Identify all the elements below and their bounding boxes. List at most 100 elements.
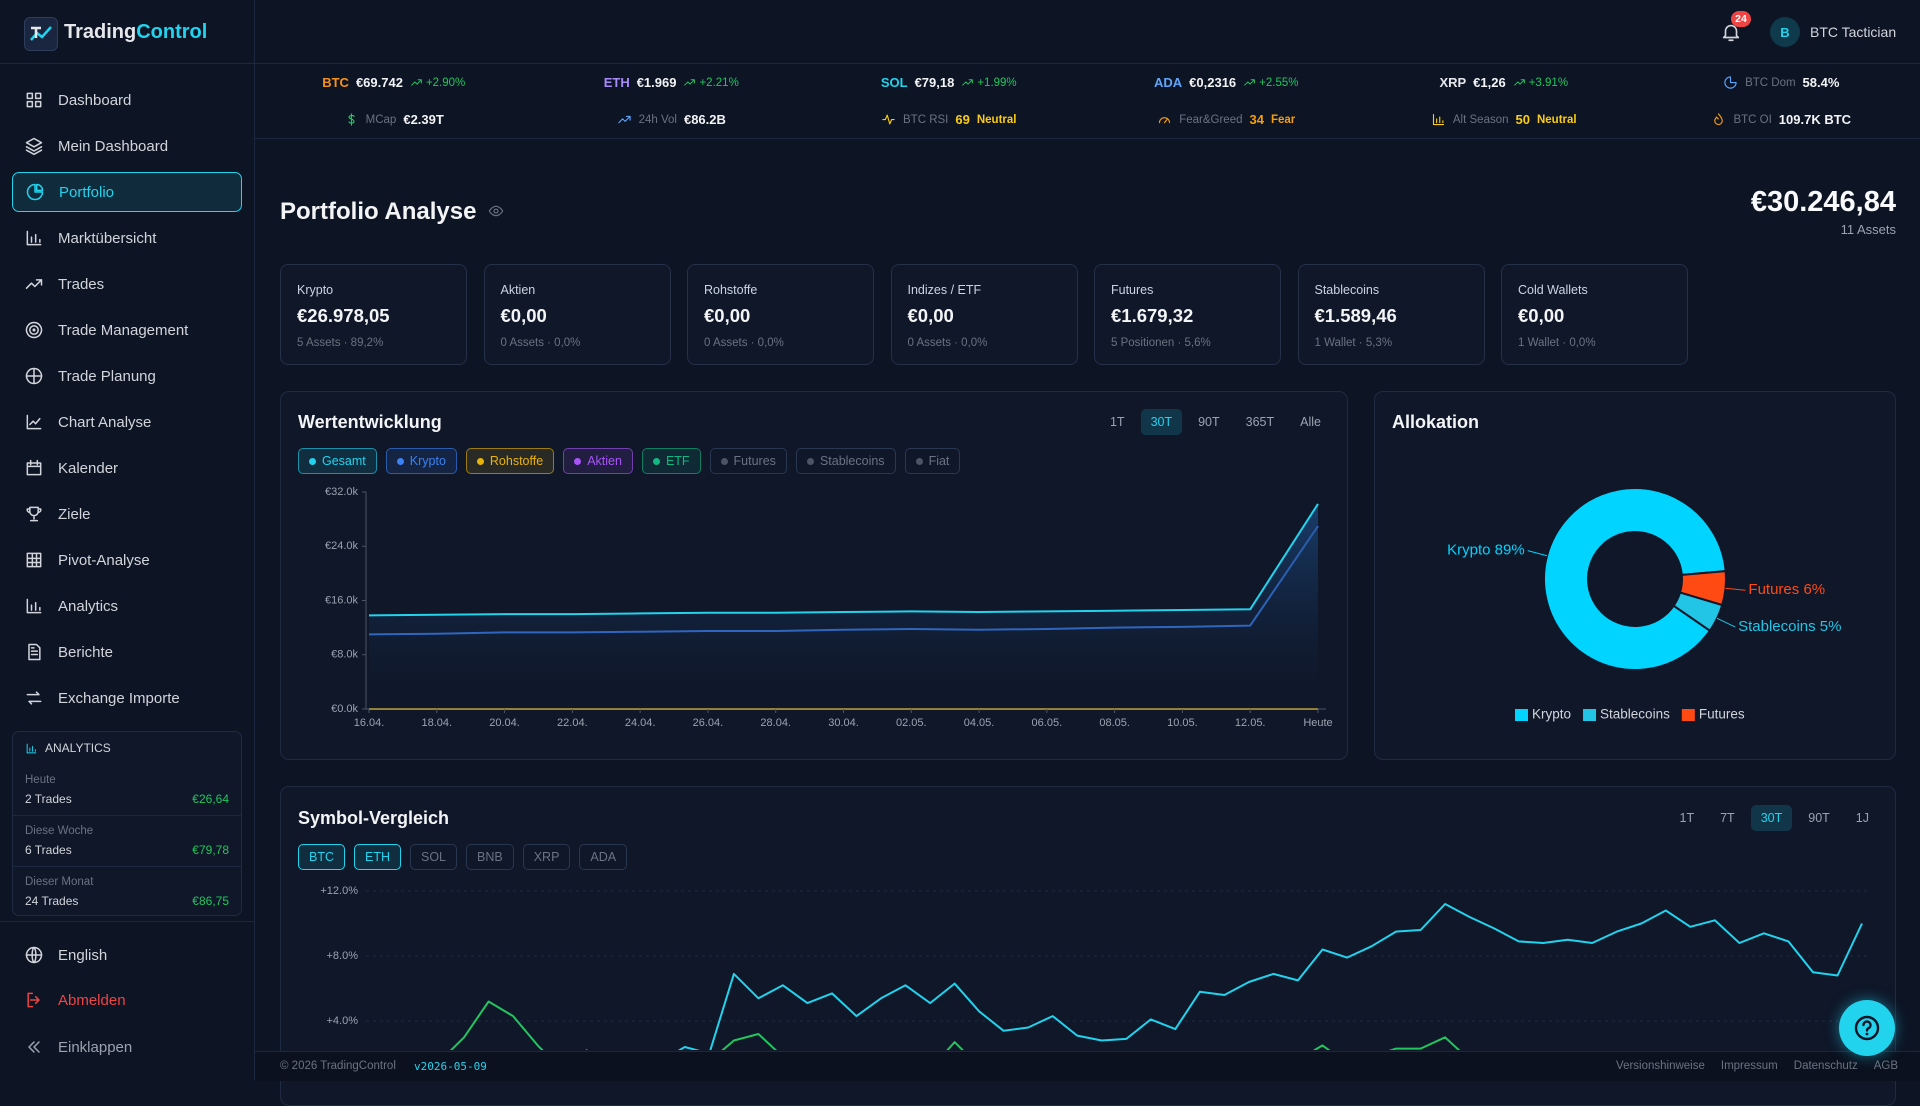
series-chip[interactable]: Rohstoffe [466,448,554,474]
market-stat: MCap€2.39T [255,101,533,138]
period-button[interactable]: 90T [1798,805,1840,831]
series-chip[interactable]: ETF [642,448,701,474]
series-chip[interactable]: ADA [579,844,627,870]
avatar[interactable]: B [1770,17,1800,47]
card-value: €26.978,05 [297,305,450,327]
nav-label: Trade Planung [58,368,156,385]
stat-icon [1711,112,1726,127]
logo-mark [25,18,57,50]
price-ticker: XRP€1,26+3.91% [1365,64,1643,101]
period-button[interactable]: 30T [1751,805,1793,831]
nav-item[interactable]: Berichte [12,632,242,672]
nav-item[interactable]: Dashboard [12,80,242,120]
nav-item[interactable]: Marktübersicht [12,218,242,258]
period-button[interactable]: 1T [1670,805,1705,831]
footer-link[interactable]: Versionshinweise [1616,1060,1705,1072]
logout[interactable]: Abmelden [12,980,242,1020]
divider [0,63,254,64]
footer-link[interactable]: Datenschutz [1794,1060,1858,1072]
nav-item[interactable]: Ziele [12,494,242,534]
period-button[interactable]: 90T [1188,409,1230,435]
card-value: €0,00 [908,305,1061,327]
series-chip[interactable]: BNB [466,844,514,870]
page-title: Portfolio Analyse [280,198,476,226]
nav-icon [24,642,44,662]
period-button[interactable]: 30T [1141,409,1183,435]
nav-item[interactable]: Mein Dashboard [12,126,242,166]
trade-count: 2 Trades [25,792,72,806]
series-chip[interactable]: Fiat [905,448,961,474]
nav-item[interactable]: Portfolio [12,172,242,212]
stat-icon [617,112,632,127]
nav-label: Mein Dashboard [58,138,168,155]
nav-icon [24,274,44,294]
nav-icon [24,136,44,156]
analytics-header: ANALYTICS [25,741,111,755]
footer-link[interactable]: Impressum [1721,1060,1778,1072]
change-value: +2.55% [1259,77,1298,89]
period-button[interactable]: 7T [1710,805,1745,831]
series-chip[interactable]: Stablecoins [796,448,896,474]
collapse[interactable]: Einklappen [12,1027,242,1067]
nav-item[interactable]: Trade Planung [12,356,242,396]
panel-title: Allokation [1392,412,1479,433]
series-chip[interactable]: ETH [354,844,401,870]
eye-icon[interactable] [488,203,504,219]
series-chip[interactable]: Gesamt [298,448,377,474]
nav-item[interactable]: Trade Management [12,310,242,350]
nav-item[interactable]: Trades [12,264,242,304]
nav-item[interactable]: Chart Analyse [12,402,242,442]
period-button[interactable]: 1J [1846,805,1879,831]
period-button[interactable]: 365T [1236,409,1285,435]
nav-label: Exchange Importe [58,690,180,707]
allocation-panel: Allokation [1374,391,1896,760]
logout-icon [24,990,44,1010]
stat-label: Alt Season [1453,114,1509,126]
collapse-label: Einklappen [58,1039,132,1056]
nav-label: Pivot-Analyse [58,552,150,569]
series-chip[interactable]: SOL [410,844,457,870]
symbol: XRP [1439,75,1466,90]
chip-label: ETF [666,454,690,468]
symbol-filter: BTC ETH SOL BNB XRP ADA [298,844,627,870]
nav-item[interactable]: Exchange Importe [12,678,242,718]
nav-item[interactable]: Analytics [12,586,242,626]
series-chip[interactable]: Aktien [563,448,633,474]
chip-label: ETH [365,850,390,864]
period-button[interactable]: 1T [1100,409,1135,435]
chip-label: ADA [590,850,616,864]
period-button[interactable]: Alle [1290,409,1331,435]
series-chip[interactable]: Krypto [386,448,457,474]
help-icon [1839,1000,1895,1056]
period: Diese Woche [25,825,93,837]
series-chip[interactable]: Futures [710,448,787,474]
nav-icon [25,182,45,202]
help-button[interactable] [1839,1000,1895,1056]
card-detail: 0 Assets · 0,0% [704,337,857,349]
series-filter: Gesamt Krypto Rohstoffe Aktien ETF Futures Sta… [298,448,960,474]
footer-link[interactable]: AGB [1874,1060,1898,1072]
nav-item[interactable]: Pivot-Analyse [12,540,242,580]
series-chip[interactable]: BTC [298,844,345,870]
nav-item[interactable]: Kalender [12,448,242,488]
series-chip[interactable]: XRP [523,844,571,870]
change-value: +1.99% [977,77,1016,89]
nav-label: Chart Analyse [58,414,151,431]
card-detail: 1 Wallet · 5,3% [1315,337,1468,349]
language[interactable]: English [12,935,242,975]
chip-label: Stablecoins [820,454,885,468]
card-value: €1.589,46 [1315,305,1468,327]
